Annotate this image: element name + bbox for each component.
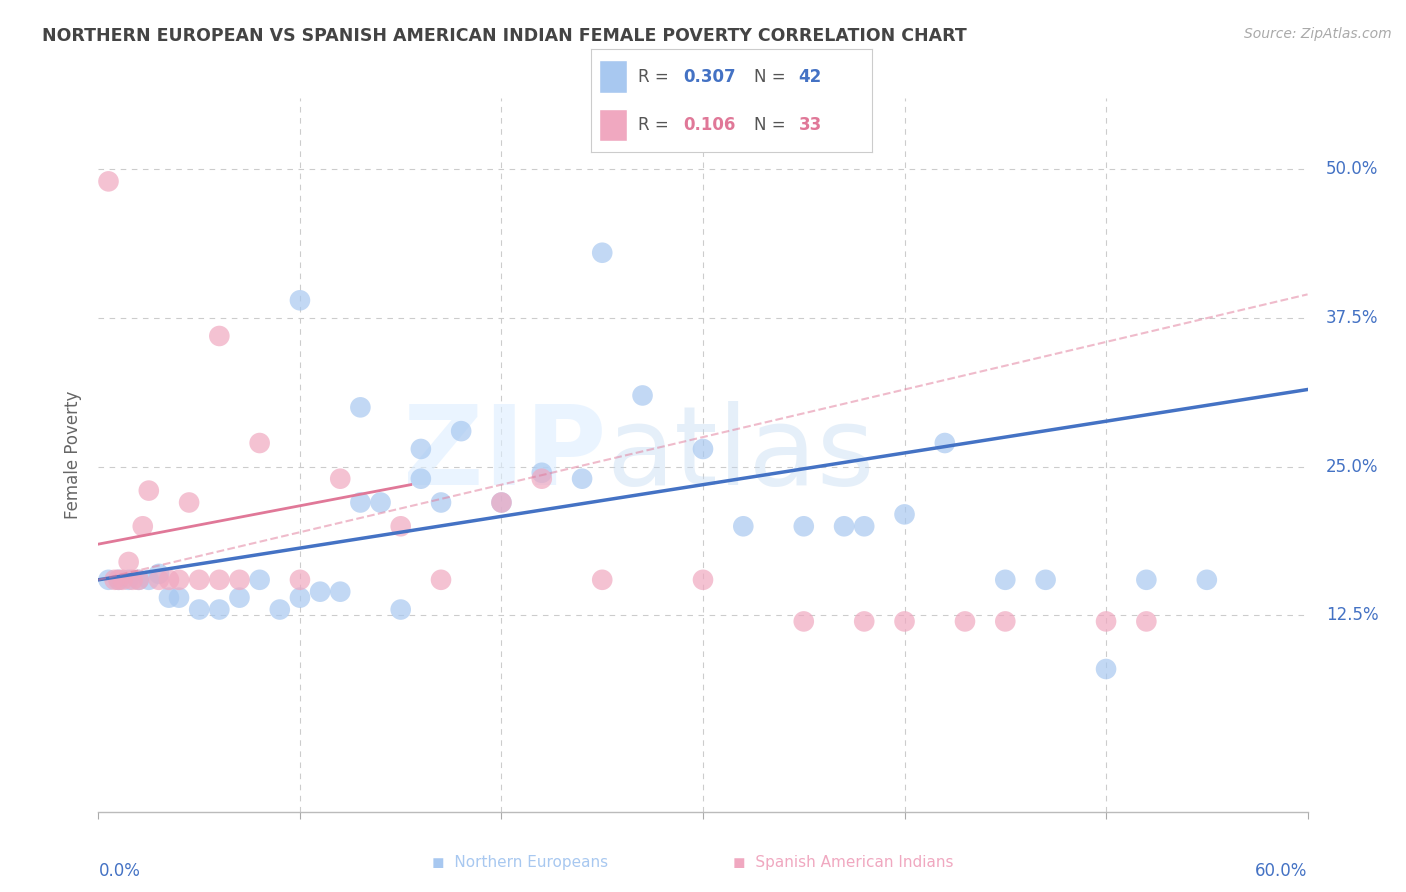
Point xyxy=(1195,573,1218,587)
Point xyxy=(349,401,371,415)
Text: NORTHERN EUROPEAN VS SPANISH AMERICAN INDIAN FEMALE POVERTY CORRELATION CHART: NORTHERN EUROPEAN VS SPANISH AMERICAN IN… xyxy=(42,27,967,45)
Bar xyxy=(599,61,627,93)
Point xyxy=(1035,573,1057,587)
Point xyxy=(97,174,120,188)
Point xyxy=(430,495,453,509)
Point xyxy=(132,519,155,533)
Point xyxy=(329,472,352,486)
Text: 37.5%: 37.5% xyxy=(1326,310,1378,327)
Point xyxy=(177,495,201,509)
Text: 0.0%: 0.0% xyxy=(98,862,141,880)
Point xyxy=(208,573,231,587)
Point xyxy=(138,573,160,587)
Point xyxy=(107,573,129,587)
Point xyxy=(450,424,472,438)
Point xyxy=(530,466,553,480)
Y-axis label: Female Poverty: Female Poverty xyxy=(65,391,83,519)
Point xyxy=(349,495,371,509)
Point xyxy=(1095,615,1118,629)
Point xyxy=(853,615,876,629)
Point xyxy=(228,573,250,587)
Point xyxy=(121,573,143,587)
Point xyxy=(692,573,714,587)
Point xyxy=(994,615,1017,629)
Text: Source: ZipAtlas.com: Source: ZipAtlas.com xyxy=(1244,27,1392,41)
Point xyxy=(793,519,815,533)
Point xyxy=(128,573,150,587)
Point xyxy=(111,573,134,587)
Point xyxy=(167,591,190,605)
Text: R =: R = xyxy=(638,68,675,86)
Point xyxy=(631,388,654,402)
Point xyxy=(853,519,876,533)
Text: N =: N = xyxy=(754,116,790,134)
Point xyxy=(249,573,271,587)
Point xyxy=(157,591,180,605)
Point xyxy=(288,573,311,587)
Point xyxy=(148,573,170,587)
Point xyxy=(97,573,120,587)
Point xyxy=(1095,662,1118,676)
Point xyxy=(138,483,160,498)
Point xyxy=(953,615,976,629)
Point xyxy=(107,573,129,587)
Point xyxy=(530,472,553,486)
Point xyxy=(389,519,412,533)
Text: 50.0%: 50.0% xyxy=(1326,161,1378,178)
Point xyxy=(269,602,291,616)
Point xyxy=(832,519,855,533)
Point xyxy=(491,495,513,509)
Point xyxy=(1135,573,1157,587)
Point xyxy=(167,573,190,587)
Text: 12.5%: 12.5% xyxy=(1326,607,1378,624)
Point xyxy=(409,442,432,456)
Point xyxy=(370,495,392,509)
Text: 42: 42 xyxy=(799,68,823,86)
Point xyxy=(893,615,915,629)
Text: 60.0%: 60.0% xyxy=(1256,862,1308,880)
Point xyxy=(934,436,956,450)
Point xyxy=(329,584,352,599)
Point xyxy=(228,591,250,605)
Point xyxy=(733,519,755,533)
Text: ZIP: ZIP xyxy=(404,401,606,508)
Text: atlas: atlas xyxy=(606,401,875,508)
Text: 33: 33 xyxy=(799,116,823,134)
Point xyxy=(409,472,432,486)
Point xyxy=(571,472,593,486)
Point xyxy=(288,591,311,605)
Text: 25.0%: 25.0% xyxy=(1326,458,1378,475)
Text: R =: R = xyxy=(638,116,675,134)
Text: 0.106: 0.106 xyxy=(683,116,735,134)
Point xyxy=(389,602,412,616)
Point xyxy=(188,602,211,616)
Point xyxy=(208,329,231,343)
Point xyxy=(1135,615,1157,629)
Text: N =: N = xyxy=(754,68,790,86)
Point xyxy=(309,584,332,599)
Point xyxy=(157,573,180,587)
Point xyxy=(128,573,150,587)
Point xyxy=(118,555,141,569)
Point xyxy=(793,615,815,629)
Text: 0.307: 0.307 xyxy=(683,68,735,86)
Point xyxy=(994,573,1017,587)
Text: ◼  Spanish American Indians: ◼ Spanish American Indians xyxy=(734,855,953,870)
Point xyxy=(591,245,613,260)
Bar xyxy=(599,109,627,141)
Point xyxy=(692,442,714,456)
Point xyxy=(893,508,915,522)
Point xyxy=(208,602,231,616)
Point xyxy=(430,573,453,587)
Point xyxy=(103,573,125,587)
Point xyxy=(148,566,170,581)
Point xyxy=(118,573,141,587)
Point xyxy=(288,293,311,308)
Point xyxy=(249,436,271,450)
Point xyxy=(591,573,613,587)
Point xyxy=(188,573,211,587)
Point xyxy=(491,495,513,509)
Text: ◼  Northern Europeans: ◼ Northern Europeans xyxy=(432,855,609,870)
